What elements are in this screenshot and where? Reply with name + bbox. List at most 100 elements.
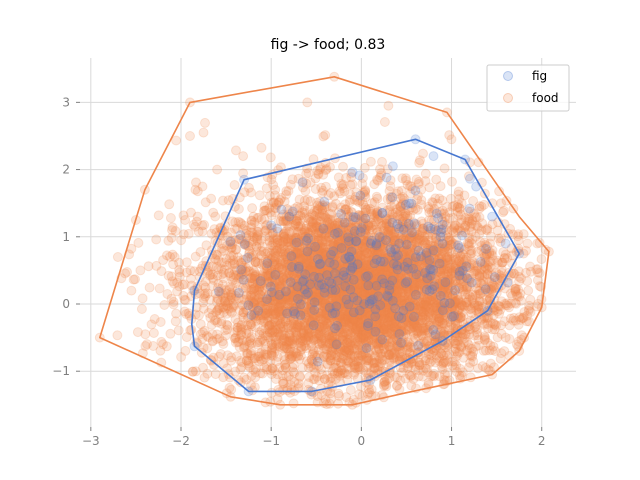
food-point: [443, 302, 454, 313]
food-point: [194, 310, 204, 321]
food-point: [259, 349, 269, 360]
food-point: [288, 313, 299, 324]
food-point: [290, 303, 301, 314]
food-point: [385, 280, 396, 291]
food-point: [536, 254, 547, 265]
food-point: [365, 203, 376, 214]
food-point: [524, 300, 535, 311]
food-point: [439, 163, 450, 174]
food-point: [387, 328, 398, 339]
food-point: [269, 272, 279, 283]
food-point: [165, 213, 176, 223]
food-point: [383, 304, 394, 314]
food-point: [199, 219, 210, 230]
food-point: [330, 344, 341, 355]
food-point: [265, 293, 276, 304]
food-point: [376, 252, 387, 263]
food-point: [442, 276, 453, 287]
food-point: [154, 283, 165, 294]
food-point: [247, 203, 258, 214]
food-point: [436, 266, 446, 276]
food-point: [399, 193, 410, 204]
food-point: [406, 358, 417, 368]
food-point: [428, 293, 439, 304]
food-point: [431, 247, 442, 257]
food-point: [218, 273, 229, 284]
food-point: [339, 244, 350, 255]
food-point: [226, 227, 236, 238]
food-point: [343, 242, 354, 253]
food-point: [487, 245, 498, 256]
food-point: [338, 291, 349, 302]
food-point: [360, 207, 371, 218]
food-point: [375, 332, 386, 342]
food-point: [331, 240, 342, 251]
food-point: [148, 328, 159, 338]
food-point: [322, 217, 333, 228]
food-point: [167, 249, 178, 260]
food-point: [335, 236, 346, 247]
food-point: [284, 330, 295, 340]
food-point: [384, 290, 395, 301]
food-point: [438, 309, 449, 320]
food-point: [247, 273, 258, 284]
food-point: [308, 215, 319, 226]
food-point: [301, 310, 312, 321]
food-point: [331, 263, 342, 273]
food-point: [411, 241, 422, 252]
food-point: [321, 352, 332, 363]
food-point: [259, 214, 270, 225]
food-point: [283, 247, 294, 258]
food-point: [357, 242, 368, 253]
food-point: [387, 286, 398, 297]
food-point: [336, 244, 346, 255]
food-point: [256, 142, 267, 153]
food-point: [306, 256, 317, 267]
food-point: [359, 265, 369, 276]
food-point: [463, 241, 474, 252]
food-point: [479, 271, 490, 281]
food-point: [454, 297, 465, 307]
food-point: [328, 240, 339, 251]
food-point: [358, 219, 369, 230]
food-point: [261, 183, 272, 194]
food-point: [434, 312, 445, 323]
food-point: [400, 288, 411, 299]
food-point: [421, 296, 431, 307]
food-point: [414, 276, 425, 287]
food-point: [347, 179, 358, 190]
food-point: [284, 289, 294, 300]
food-point: [183, 228, 194, 239]
food-point: [306, 261, 317, 272]
food-point: [195, 288, 205, 299]
food-point: [155, 317, 166, 327]
food-point: [474, 285, 485, 296]
food-point: [382, 236, 393, 246]
food-point: [325, 188, 336, 198]
food-point: [342, 209, 353, 220]
food-point: [345, 337, 356, 348]
food-point: [349, 245, 360, 255]
food-point: [233, 204, 244, 214]
food-point: [255, 310, 265, 321]
food-point: [188, 219, 199, 230]
food-point: [336, 275, 347, 286]
food-point: [265, 152, 276, 163]
food-point: [330, 302, 341, 313]
food-point: [199, 289, 210, 300]
food-point: [294, 194, 305, 205]
food-point: [331, 336, 342, 347]
food-point: [377, 261, 388, 272]
food-point: [305, 317, 316, 328]
food-point: [220, 292, 231, 303]
food-point: [352, 237, 363, 248]
food-point: [383, 341, 394, 351]
food-point: [307, 274, 318, 285]
food-point: [397, 274, 408, 285]
food-point: [433, 298, 444, 309]
food-point: [404, 369, 415, 380]
food-point: [405, 249, 415, 260]
food-point: [378, 245, 389, 256]
food-point: [444, 282, 454, 293]
food-point: [343, 257, 354, 268]
